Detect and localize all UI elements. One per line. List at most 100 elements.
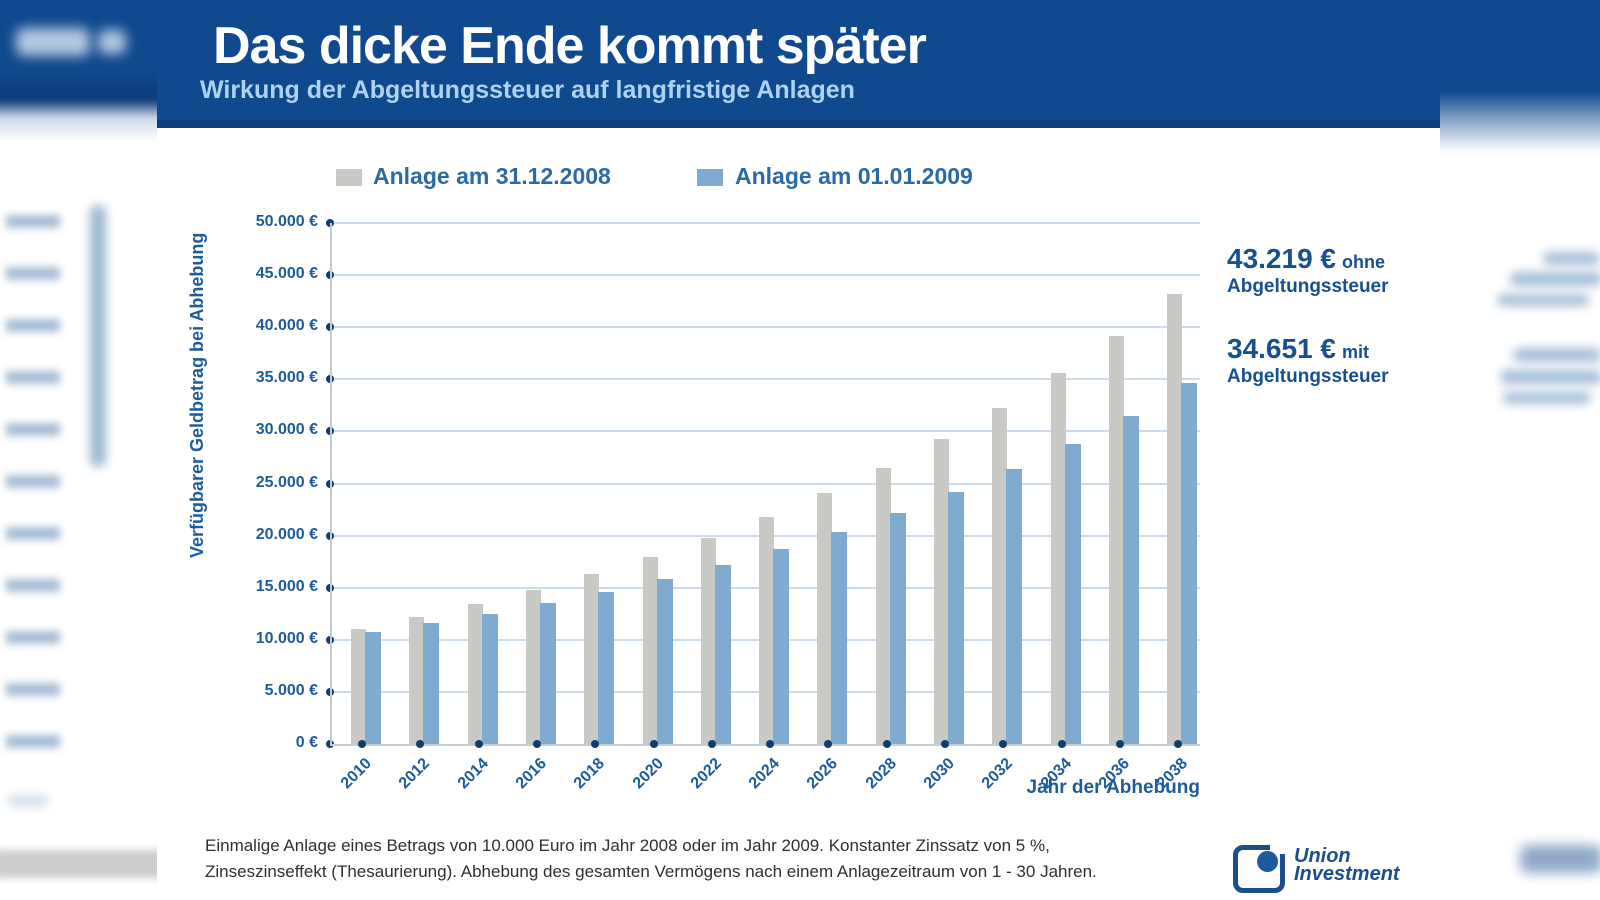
blur-annotation-blob <box>1543 252 1600 265</box>
blur-banner-left <box>0 0 165 142</box>
bar-2009-2016 <box>540 603 556 744</box>
footnote-line2: Zinseszinseffekt (Thesaurierung). Abhebu… <box>205 862 1097 881</box>
annotation-label: Abgeltungssteuer <box>1227 366 1389 387</box>
bar-2008-2012 <box>409 617 424 744</box>
x-tick-dot <box>591 740 599 748</box>
x-tick-label: 2036 <box>1095 755 1134 793</box>
bar-2009-2024 <box>773 549 789 744</box>
x-tick-label: 2038 <box>1153 755 1192 793</box>
blur-title-blob <box>16 28 90 56</box>
footnote: Einmalige Anlage eines Betrags von 10.00… <box>205 833 1165 885</box>
x-tick-dot <box>1174 740 1182 748</box>
main-panel: Das dicke Ende kommt später Wirkung der … <box>157 0 1440 900</box>
x-axis-line <box>330 744 1200 746</box>
x-tick-dot <box>358 740 366 748</box>
x-tick-label: 2032 <box>978 755 1017 793</box>
footnote-line1: Einmalige Anlage eines Betrags von 10.00… <box>205 836 1050 855</box>
blur-annotation-blob <box>1500 370 1600 384</box>
legend-label-2008: Anlage am 31.12.2008 <box>373 163 611 189</box>
annotation-value: 43.219 € <box>1227 243 1336 274</box>
annotation-qualifier: mit <box>1342 342 1369 362</box>
logo-line2: Investment <box>1294 863 1400 885</box>
x-tick-label: 2028 <box>862 755 901 793</box>
bar-2009-2026 <box>831 532 847 744</box>
legend-swatch-2009 <box>697 169 723 186</box>
legend-label-2009: Anlage am 01.01.2009 <box>735 163 973 189</box>
x-tick-dot <box>1058 740 1066 748</box>
bar-2009-2020 <box>657 579 673 744</box>
page-title: Das dicke Ende kommt später <box>213 17 927 75</box>
bar-chart: 0 € 5.000 € 10.000 € 15.000 € 20.000 € 25.000… <box>157 0 1440 900</box>
annotation-mit: 34.651 € mit Abgeltungssteuer <box>1227 333 1389 388</box>
bar-2008-2034 <box>1051 373 1066 744</box>
y-tick-label: 5.000 € <box>264 682 318 699</box>
blur-annotation-blob <box>1513 348 1600 362</box>
bar-2008-2032 <box>992 408 1007 744</box>
x-tick-label: 2012 <box>395 755 434 793</box>
union-investment-logo: Union Investment <box>1233 844 1400 893</box>
bar-2009-2018 <box>598 592 614 744</box>
x-axis-title: Jahr der Abhebung <box>1026 777 1200 798</box>
annotation-qualifier: ohne <box>1342 252 1385 272</box>
x-tick-dot <box>416 740 424 748</box>
x-tick-label: 2020 <box>629 755 668 793</box>
blur-axistitle-blob <box>90 205 106 467</box>
x-tick-label: 2034 <box>1037 755 1076 793</box>
bar-2009-2038 <box>1181 383 1197 744</box>
blur-logo-blob <box>1520 845 1600 873</box>
legend-swatch-blue <box>697 169 723 186</box>
x-tick-label: 2030 <box>920 755 959 793</box>
blur-backdrop-right <box>1434 0 1600 900</box>
x-tick-dot <box>708 740 716 748</box>
y-tick-label: 10.000 € <box>255 630 318 647</box>
bar-2009-2014 <box>482 614 498 744</box>
y-tick-label: 20.000 € <box>255 526 318 543</box>
x-tick-label: 2016 <box>512 755 551 793</box>
x-tick-label: 2018 <box>570 755 609 793</box>
blur-annotation-blob <box>1510 272 1600 286</box>
x-tick-dot <box>883 740 891 748</box>
gridline <box>330 274 1200 276</box>
bar-2008-2024 <box>759 517 774 744</box>
y-tick-label: 40.000 € <box>255 317 318 334</box>
y-tick-label: 30.000 € <box>255 421 318 438</box>
bar-2008-2030 <box>934 439 949 744</box>
logo-text: Union Investment <box>1294 846 1400 885</box>
bar-2008-2028 <box>876 468 891 744</box>
y-tick-label: 25.000 € <box>255 474 318 491</box>
legend-swatch-gray <box>336 169 362 186</box>
gridline <box>330 326 1200 328</box>
bar-2008-2020 <box>643 557 658 744</box>
y-tick-label: 50.000 € <box>255 213 318 230</box>
bar-2009-2028 <box>890 513 906 744</box>
x-tick-label: 2026 <box>803 755 842 793</box>
union-investment-logo-icon <box>1233 844 1286 893</box>
gridline <box>330 483 1200 485</box>
annotation-label: Abgeltungssteuer <box>1227 276 1389 297</box>
bar-2009-2032 <box>1006 469 1022 744</box>
x-tick-dot <box>941 740 949 748</box>
blur-backdrop-left <box>0 0 165 900</box>
x-tick-label: 2010 <box>337 755 376 793</box>
bar-2009-2036 <box>1123 416 1139 744</box>
annotation-value: 34.651 € <box>1227 333 1336 364</box>
gridline <box>330 430 1200 432</box>
x-tick-dot <box>999 740 1007 748</box>
bar-2008-2018 <box>584 574 599 744</box>
bar-2009-2022 <box>715 565 731 744</box>
x-tick-dot <box>766 740 774 748</box>
y-tick-label: 45.000 € <box>255 265 318 282</box>
bar-2008-2014 <box>468 604 483 744</box>
annotation-ohne: 43.219 € ohne Abgeltungssteuer <box>1227 243 1389 298</box>
bar-2008-2010 <box>351 629 366 744</box>
x-tick-dot <box>650 740 658 748</box>
x-tick-dot <box>1116 740 1124 748</box>
bar-2009-2012 <box>423 623 439 744</box>
bar-2008-2038 <box>1167 294 1182 744</box>
banner-bottom-edge <box>157 120 1440 128</box>
gridline <box>330 222 1200 224</box>
y-axis-line <box>330 223 332 744</box>
blur-ticklabels-blob <box>6 215 60 787</box>
bar-2008-2022 <box>701 538 716 744</box>
